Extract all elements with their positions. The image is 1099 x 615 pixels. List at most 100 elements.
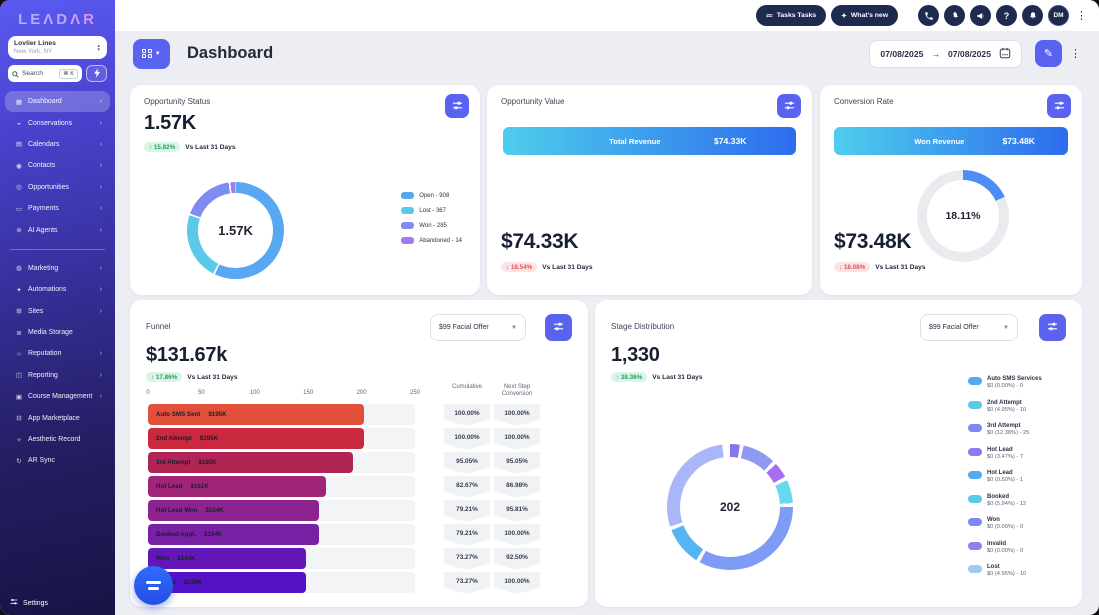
megaphone-button[interactable]	[970, 5, 991, 26]
card-stage-distribution: Stage Distribution $99 Facial Offer ▼ 1,3…	[595, 300, 1082, 607]
sparkle-icon: ✦	[841, 12, 847, 20]
cumulative-column-header: Cumulative	[451, 384, 482, 390]
header-kebab-menu[interactable]: ⋮	[1070, 48, 1081, 60]
sidebar-item-sites[interactable]: ⊞ Sites ›	[5, 301, 110, 322]
legend-swatch	[968, 518, 982, 526]
sidebar-item-contacts[interactable]: ◉ Contacts ›	[5, 155, 110, 176]
legend-item-auto-sms-services[interactable]: Auto SMS Services $0 (0.00%) - 0	[968, 376, 1042, 396]
brand-logo: LEΛDΛR	[0, 11, 115, 28]
sidebar-item-ar-sync[interactable]: ↻ AR Sync	[5, 450, 110, 471]
card-settings-button[interactable]	[445, 94, 469, 118]
change-badge: ↓ 18.54%	[501, 262, 538, 272]
phone-icon	[924, 11, 934, 21]
card-settings-button[interactable]	[1039, 314, 1066, 341]
rocket-button[interactable]	[944, 5, 965, 26]
help-button[interactable]: ?	[996, 5, 1017, 26]
date-start: 07/08/2025	[880, 48, 924, 59]
legend-detail: $0 (5.94%) - 12	[987, 500, 1027, 507]
legend-item-hot-lead[interactable]: Hot Lead $0 (3.47%) - 7	[968, 447, 1042, 467]
bell-button[interactable]	[1022, 5, 1043, 26]
dashboard-grid-button[interactable]: ▼	[133, 38, 170, 69]
tasks-button[interactable]: ≔ Tasks Tasks	[755, 5, 827, 26]
card-conversion-rate: Conversion Rate Won Revenue $73.48K 18.1…	[820, 85, 1082, 295]
avatar[interactable]: DM	[1048, 5, 1069, 26]
legend-item-lost-367[interactable]: Lost - 367	[401, 207, 462, 214]
funnel-bar-won: Won $143K	[148, 548, 307, 569]
sidebar-item-settings[interactable]: Settings	[10, 598, 48, 608]
cumulative-cell: 79.21%	[444, 500, 490, 522]
legend-item-booked[interactable]: Booked $0 (5.94%) - 12	[968, 494, 1042, 514]
chevron-right-icon: ›	[99, 264, 102, 272]
calendar-icon	[999, 47, 1011, 61]
sidebar-item-marketing[interactable]: ◍ Marketing ›	[5, 258, 110, 279]
legend-item-3rd-attempt[interactable]: 3rd Attempt $0 (12.38%) - 25	[968, 423, 1042, 443]
sidebar-item-reporting[interactable]: ◫ Reporting ›	[5, 365, 110, 386]
search-input[interactable]: Search ⌘ K	[8, 65, 82, 82]
topbar-kebab-menu[interactable]: ⋮	[1076, 10, 1087, 22]
sidebar-item-label: Media Storage	[28, 329, 73, 337]
legend-item-open-908[interactable]: Open - 908	[401, 192, 462, 199]
edit-dashboard-button[interactable]: ✎	[1035, 40, 1062, 67]
sidebar-item-payments[interactable]: ▭ Payments ›	[5, 198, 110, 219]
card-settings-button[interactable]	[1047, 94, 1071, 118]
sidebar-item-opportunities[interactable]: ◎ Opportunities ›	[5, 177, 110, 198]
chevron-right-icon: ›	[99, 286, 102, 294]
marketing-icon: ◍	[16, 265, 22, 273]
card-title: Funnel	[146, 322, 171, 331]
sliders-icon	[553, 320, 564, 335]
legend-item-2nd-attempt[interactable]: 2nd Attempt $0 (4.95%) - 10	[968, 400, 1042, 420]
sidebar-item-label: Course Management	[28, 393, 93, 401]
opportunity-status-legend: Open - 908 Lost - 367 Won - 285 Abandoned -…	[401, 192, 462, 244]
legend-label: Won - 285	[419, 222, 447, 229]
gauge-center-value: 18.11%	[945, 210, 981, 222]
legend-item-lost[interactable]: Lost $0 (4.95%) - 10	[968, 564, 1042, 584]
sidebar-item-calendars[interactable]: ▤ Calendars ›	[5, 134, 110, 155]
card-title: Opportunity Value	[501, 97, 565, 106]
donut-center-value: 1.57K	[218, 223, 253, 238]
sidebar-item-app-marketplace[interactable]: ⊟ App Marketplace	[5, 407, 110, 428]
funnel-bar-amount: $154K	[205, 507, 224, 514]
sidebar-item-aesthetic-record[interactable]: ✧ Aesthetic Record	[5, 429, 110, 450]
sidebar-item-media-storage[interactable]: ≣ Media Storage	[5, 322, 110, 343]
legend-text: Hot Lead $0 (3.47%) - 7	[987, 447, 1023, 460]
legend-item-hot-lead[interactable]: Hot Lead $0 (0.50%) - 1	[968, 470, 1042, 490]
funnel-row-track: Booked Appt. $154K	[148, 524, 415, 545]
account-switcher[interactable]: Lovlier Lines New York, NY ▲ ▼	[8, 36, 107, 59]
legend-name: 2nd Attempt	[987, 399, 1022, 406]
chevron-right-icon: ›	[99, 205, 102, 213]
legend-name: Hot Lead	[987, 446, 1013, 453]
metric-value: 1,330	[611, 344, 660, 366]
stage-filter-dropdown[interactable]: $99 Facial Offer ▼	[920, 314, 1018, 341]
date-range-picker[interactable]: 07/08/2025 → 07/08/2025	[869, 39, 1022, 68]
legend-label: Abandoned - 14	[419, 237, 462, 244]
cumulative-cell: 73.27%	[444, 572, 490, 594]
next-step-cell: 92.50%	[494, 548, 540, 570]
legend-swatch	[401, 192, 415, 199]
sidebar-item-automations[interactable]: ✦ Automations ›	[5, 279, 110, 300]
card-opportunity-value: Opportunity Value Total Revenue $74.33K …	[487, 85, 812, 295]
funnel-bar-amount: $161K	[190, 483, 209, 490]
tasks-list-icon: ≔	[765, 12, 773, 20]
sidebar-item-conservations[interactable]: ◒ Conservations ›	[5, 112, 110, 133]
card-settings-button[interactable]	[545, 314, 572, 341]
legend-item-invalid[interactable]: Invalid $0 (0.00%) - 0	[968, 541, 1042, 561]
change-badge: ↑ 15.82%	[144, 142, 181, 152]
sidebar-item-course-management[interactable]: ▣ Course Management ›	[5, 386, 110, 407]
chevron-right-icon: ›	[99, 98, 102, 106]
card-settings-button[interactable]	[777, 94, 801, 118]
sidebar-item-ai-agents[interactable]: ⊜ AI Agents ›	[5, 219, 110, 240]
quick-actions-button[interactable]	[86, 65, 107, 82]
legend-item-won-285[interactable]: Won - 285	[401, 222, 462, 229]
cumulative-cell: 79.21%	[444, 524, 490, 546]
sidebar-item-label: AI Agents	[28, 226, 58, 234]
sidebar-item-dashboard[interactable]: ▦ Dashboard ›	[5, 91, 110, 113]
legend-item-abandoned-14[interactable]: Abandoned - 14	[401, 237, 462, 244]
funnel-filter-dropdown[interactable]: $99 Facial Offer ▼	[430, 314, 526, 341]
legend-swatch	[968, 447, 982, 456]
chat-launcher-button[interactable]	[134, 566, 173, 605]
funnel-bar-amount: $154K	[204, 531, 223, 538]
legend-item-won[interactable]: Won $0 (0.00%) - 0	[968, 517, 1042, 537]
sidebar-item-reputation[interactable]: ☆ Reputation ›	[5, 343, 110, 364]
phone-button[interactable]	[918, 5, 939, 26]
whats-new-button[interactable]: ✦ What's new	[831, 5, 898, 26]
